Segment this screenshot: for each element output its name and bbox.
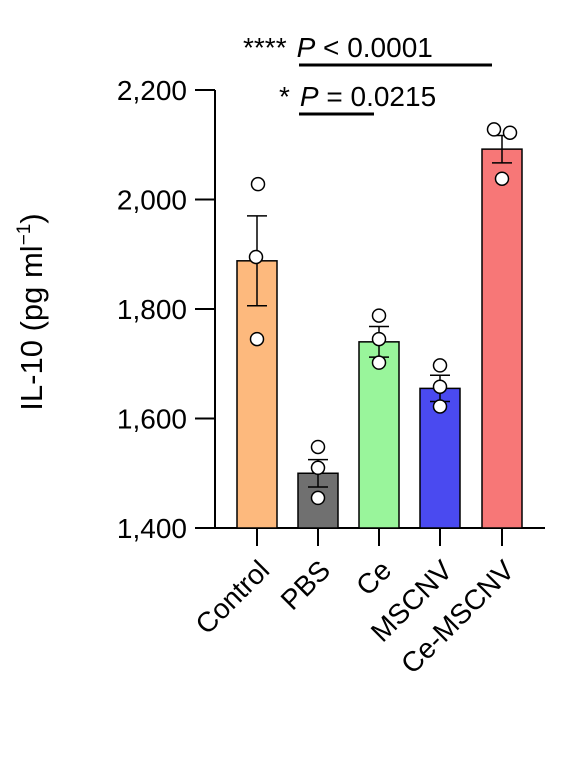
data-point — [310, 490, 326, 506]
x-tick-label-pbs: PBS — [275, 554, 337, 616]
data-point — [502, 125, 518, 140]
data-point — [494, 171, 510, 186]
data-point — [310, 439, 326, 455]
y-axis-title-superscript: −1 — [14, 224, 35, 246]
data-point — [371, 331, 387, 347]
data-point — [432, 358, 448, 373]
y-axis-title: IL-10 (pg ml−1) — [14, 213, 49, 410]
x-ticks — [256, 528, 503, 546]
y-axis-title-main: IL-10 (pg ml — [14, 245, 49, 410]
y-tick-label: 2,000 — [117, 185, 187, 216]
significance-annotations: **** P < 0.0001 * P = 0.0215 — [243, 32, 492, 116]
data-point — [486, 122, 502, 137]
annotation-1-stars: **** — [243, 32, 287, 63]
y-tick-label: 2,200 — [117, 75, 187, 106]
bar-ce — [358, 341, 400, 529]
data-point — [249, 331, 265, 347]
annotation-1: **** P < 0.0001 — [243, 32, 433, 63]
annotation-2: * P = 0.0215 — [279, 81, 436, 112]
y-ticks: 1,400 1,600 1,800 2,000 2,200 — [117, 75, 215, 544]
data-point — [432, 379, 448, 394]
data-point — [371, 308, 387, 323]
data-point — [250, 176, 266, 192]
annotation-1-text: < 0.0001 — [315, 32, 433, 63]
y-axis-title-close: ) — [14, 213, 49, 223]
annotation-2-p: P — [300, 81, 319, 112]
data-points — [248, 122, 518, 506]
annotation-2-text: = 0.0215 — [319, 81, 437, 112]
data-point — [248, 249, 264, 265]
data-point — [310, 460, 326, 476]
y-tick-label: 1,600 — [117, 404, 187, 435]
y-tick-label: 1,800 — [117, 294, 187, 325]
x-tick-label-control: Control — [189, 554, 275, 640]
data-point — [371, 355, 387, 370]
bar-ce-mscnv — [481, 148, 523, 529]
y-tick-label: 1,400 — [117, 513, 187, 544]
annotation-2-stars: * — [279, 81, 290, 112]
data-point — [432, 399, 448, 414]
annotation-1-p: P — [297, 32, 316, 63]
x-tick-label-ce: Ce — [350, 554, 397, 601]
